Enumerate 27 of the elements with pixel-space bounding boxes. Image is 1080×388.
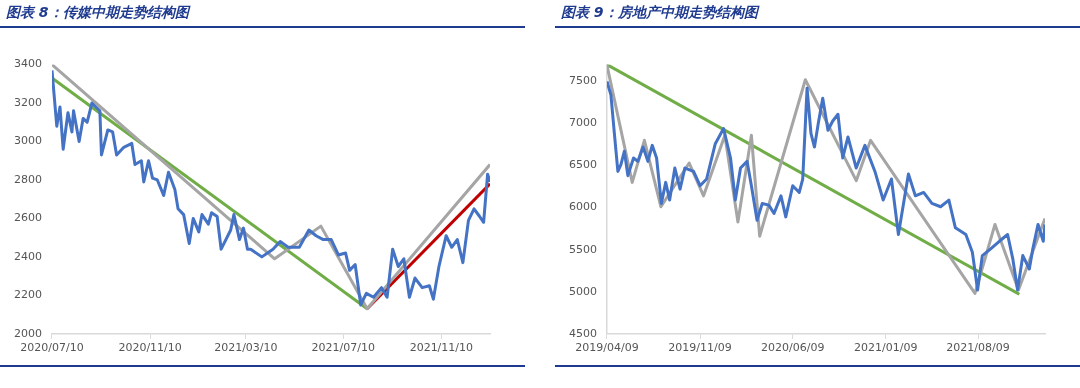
y-tick-label: 4500 xyxy=(568,326,597,340)
x-tick-label: 2020/11/10 xyxy=(118,341,182,355)
y-tick-label: 5500 xyxy=(568,242,597,256)
x-tick-label: 2021/11/10 xyxy=(409,341,474,355)
x-tick-label: 2021/03/10 xyxy=(214,341,278,355)
x-tick-label: 2019/11/09 xyxy=(668,341,732,355)
y-tick-label: 6500 xyxy=(568,158,597,172)
y-tick-label: 3200 xyxy=(13,95,42,109)
x-tick-label: 2020/07/10 xyxy=(20,341,84,355)
y-tick-label: 7000 xyxy=(568,116,597,130)
y-tick-label: 7500 xyxy=(568,74,597,88)
chart-title: 图表 8：传媒中期走势结构图 xyxy=(0,0,525,28)
y-tick-label: 6000 xyxy=(568,200,597,214)
x-tick-label: 2021/07/10 xyxy=(311,341,375,355)
x-tick-label: 2019/04/09 xyxy=(575,341,639,355)
y-tick-label: 2400 xyxy=(13,249,42,263)
chart-title: 图表 9：房地产中期走势结构图 xyxy=(555,0,1080,28)
y-tick-label: 2200 xyxy=(13,288,42,302)
y-tick-label: 2800 xyxy=(13,172,42,186)
y-tick-label: 2000 xyxy=(13,326,42,340)
y-tick-label: 3000 xyxy=(13,134,42,148)
y-tick-label: 5000 xyxy=(568,284,597,298)
x-tick-label: 2020/06/09 xyxy=(761,341,825,355)
x-tick-label: 2021/01/09 xyxy=(854,341,918,355)
y-tick-label: 3400 xyxy=(13,57,42,71)
y-tick-label: 2600 xyxy=(13,211,42,225)
x-tick-label: 2021/08/09 xyxy=(946,341,1010,355)
